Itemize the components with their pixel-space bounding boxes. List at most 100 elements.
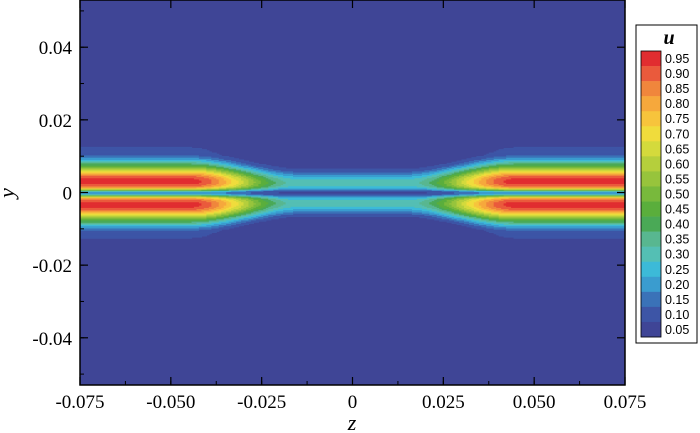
contour-cell [213, 198, 222, 200]
contour-cell [463, 214, 473, 216]
contour-cell [270, 171, 284, 174]
contour-cell [80, 235, 202, 238]
contour-cell [481, 168, 490, 171]
contour-cell [468, 223, 480, 226]
contour-cell [231, 209, 237, 212]
contour-cell [216, 216, 225, 219]
contour-cell [223, 166, 232, 168]
contour-cell [201, 160, 215, 163]
contour-cell [461, 210, 468, 213]
contour-cell [493, 197, 510, 199]
contour-cell [245, 213, 252, 215]
contour-cell [253, 186, 262, 189]
contour-cell [503, 194, 625, 197]
contour-cell [454, 208, 460, 211]
contour-cell [248, 197, 254, 199]
contour-cell [459, 170, 468, 173]
contour-cell [211, 201, 220, 204]
contour-cell [461, 181, 468, 183]
contour-cell [468, 168, 477, 171]
contour-cell [243, 187, 252, 190]
contour-cell [231, 166, 240, 168]
contour-cell [498, 218, 625, 221]
contour-cell [461, 217, 468, 220]
contour-cell [466, 189, 477, 191]
contour-cell [461, 187, 470, 190]
contour-cell [426, 175, 438, 178]
contour-cell [503, 160, 625, 163]
contour-cell [243, 179, 250, 182]
contour-cell [243, 182, 250, 184]
colorbar-swatch [641, 66, 661, 82]
contour-cell [436, 182, 445, 184]
contour-cell [498, 168, 625, 171]
contour-cell [454, 219, 465, 222]
colorbar-level-label: 0.95 [665, 52, 689, 66]
contour-cell [228, 189, 240, 191]
contour-cell [248, 202, 257, 205]
contour-cell [446, 200, 453, 203]
contour-cell [255, 181, 262, 183]
contour-cell [451, 203, 458, 206]
contour-cell [463, 175, 473, 178]
contour-cell [468, 221, 477, 223]
contour-cell [466, 194, 477, 197]
contour-cell [471, 184, 480, 187]
contour-cell [218, 182, 227, 184]
contour-cell [226, 184, 235, 187]
contour-cell [444, 176, 453, 179]
contour-cell [424, 184, 435, 187]
contour-cell [493, 182, 507, 184]
contour-cell [250, 192, 279, 195]
contour-cell [478, 176, 485, 179]
contour-cell [468, 187, 480, 190]
contour-cell [481, 183, 490, 186]
contour-cell [283, 174, 423, 176]
contour-cell [461, 216, 470, 219]
contour-cell [496, 150, 625, 152]
contour-cell [211, 203, 220, 206]
contour-cell [486, 226, 507, 229]
contour-cell [260, 202, 269, 205]
contour-cell [476, 198, 485, 200]
contour-cell [223, 177, 230, 180]
contour-cell [218, 163, 227, 166]
contour-cell [258, 183, 267, 186]
contour-cell [290, 177, 416, 180]
colorbar-swatch [641, 246, 661, 263]
contour-cell [424, 199, 435, 202]
contour-cell [463, 177, 473, 180]
contour-cell [80, 165, 207, 167]
contour-cell [216, 167, 225, 170]
contour-cell [478, 211, 485, 214]
contour-cell [218, 179, 227, 182]
contour-cell [268, 202, 277, 205]
contour-cell [441, 190, 460, 192]
contour-cell [241, 169, 247, 172]
contour-cell [468, 174, 475, 176]
y-tick-label: 0.04 [39, 38, 73, 59]
contour-cell [203, 207, 215, 210]
contour-cell [255, 211, 264, 214]
contour-cell [454, 170, 460, 173]
contour-cell [436, 185, 445, 188]
contour-cell [245, 184, 252, 187]
contour-cell [481, 208, 490, 211]
contour-cell [221, 214, 230, 216]
contour-cell [250, 191, 279, 194]
contour-cell [211, 155, 230, 158]
contour-cell [80, 193, 212, 196]
contour-cell [441, 168, 450, 171]
contour-cell [421, 179, 433, 182]
contour-cell [468, 162, 477, 165]
contour-cell [80, 171, 207, 174]
contour-cell [466, 176, 475, 179]
contour-cell [493, 158, 625, 160]
contour-cell [238, 179, 245, 182]
contour-cell [231, 174, 237, 176]
contour-cell [216, 214, 222, 216]
contour-cell [275, 181, 287, 183]
contour-cell [451, 178, 458, 181]
contour-cell [463, 209, 470, 212]
contour-cell [243, 210, 250, 213]
